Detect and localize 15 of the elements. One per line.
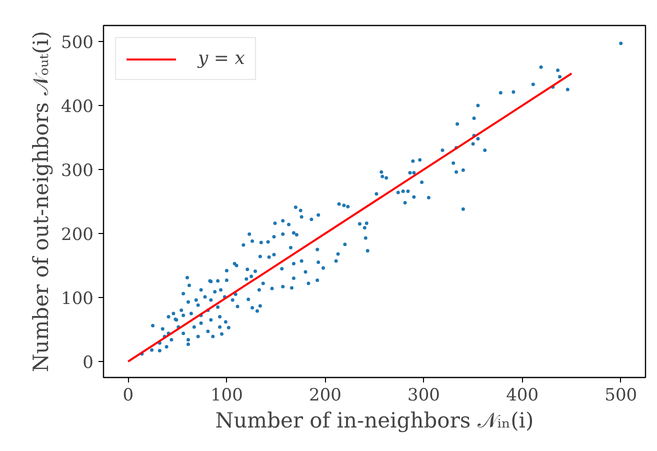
y-axis-title: Number of out-neighbors 𝒩ₒᵤₜ(i) — [29, 30, 54, 372]
x-tick-label: 200 — [309, 386, 342, 406]
x-tick-label: 100 — [210, 386, 243, 406]
y-tick-label: 400 — [61, 97, 94, 117]
y-tick-label: 200 — [61, 225, 94, 245]
y-tick-label: 300 — [61, 161, 94, 181]
x-axis-title: Number of in-neighbors 𝒩ᵢₙ(i) — [215, 408, 534, 432]
y-tick-label: 100 — [61, 289, 94, 309]
legend-label: y = x — [198, 48, 245, 69]
x-tick-label: 0 — [122, 386, 134, 406]
x-tick-label: 400 — [506, 386, 539, 406]
x-tick-label: 500 — [604, 386, 638, 406]
x-tick-label: 300 — [408, 386, 440, 406]
y-tick-label: 500 — [61, 33, 94, 53]
y-tick-label: 0 — [82, 353, 94, 373]
